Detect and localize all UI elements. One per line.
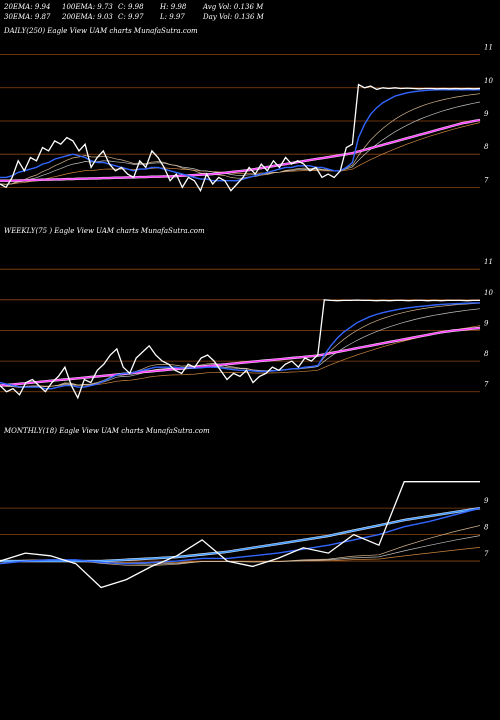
ema20-line [0,507,481,565]
panel-label: MONTHLY(18) Eagle View UAM charts Munafa… [3,427,210,435]
ema-line-c [0,325,481,387]
panel-label: DAILY(250) Eagle View UAM charts MunafaS… [3,27,198,35]
close-value: C: 9.98 [118,3,144,11]
ema200-line [0,507,481,562]
y-tick-label: 9 [484,497,489,505]
ema-line-c [0,122,481,185]
weekly-chart-panel: WEEKLY(75 ) Eagle View UAM charts Munafa… [0,227,493,400]
price-line [0,299,480,400]
ema-line-b [0,101,481,185]
ema-line-a [0,302,481,388]
low-value: L: 9.97 [160,13,185,21]
y-tick-label: 10 [484,289,493,297]
y-tick-label: 7 [484,550,489,558]
ema100-value: 100EMA: 9.73 [62,3,113,11]
y-tick-label: 11 [484,258,493,266]
avg-volume: Avg Vol: 0.136 M [203,3,264,11]
ema200-line [0,119,481,182]
y-tick-label: 8 [484,143,489,151]
ema30-value: 30EMA: 9.87 [4,13,51,21]
monthly-chart-panel: MONTHLY(18) Eagle View UAM charts Munafa… [0,427,489,589]
price-line [0,83,481,193]
close-value-2: C: 9.97 [118,13,144,21]
day-volume: Day Vol: 0.136 M [203,13,264,21]
high-value: H: 9.98 [160,3,187,11]
y-tick-label: 8 [484,350,489,358]
ema200-value: 200EMA: 9.03 [62,13,113,21]
ema20-line [0,89,480,182]
y-tick-label: 8 [484,524,489,532]
ema-line-b [0,308,481,388]
y-tick-label: 10 [484,77,493,85]
y-tick-label: 7 [484,381,489,389]
price-line [0,481,480,589]
ema20-value: 20EMA: 9.94 [4,3,51,11]
y-tick-label: 7 [484,176,489,184]
y-tick-label: 11 [484,44,493,52]
y-tick-label: 9 [484,319,489,327]
y-tick-label: 9 [484,110,489,118]
daily-chart-panel: DAILY(250) Eagle View UAM charts MunafaS… [0,27,493,193]
panel-label: WEEKLY(75 ) Eagle View UAM charts Munafa… [4,227,205,235]
ema20-line [0,302,480,390]
ema200-line [0,327,481,387]
